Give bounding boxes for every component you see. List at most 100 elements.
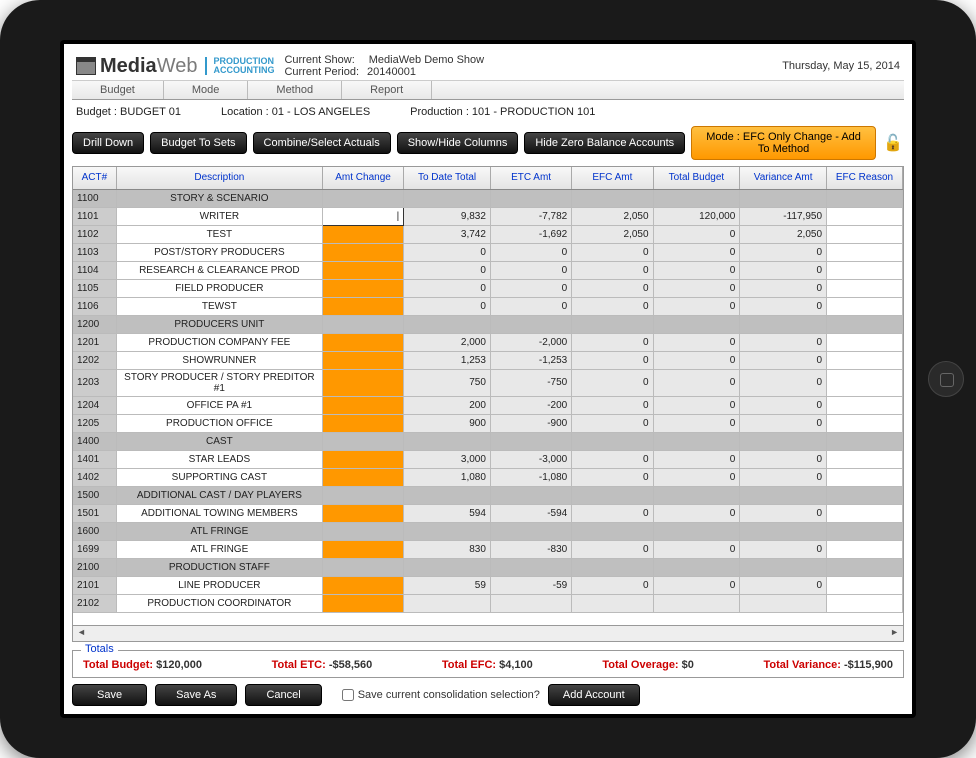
table-row[interactable]: 1699ATL FRINGE830-830000	[73, 540, 903, 558]
cell-amtchg[interactable]	[322, 243, 403, 261]
save-as-button[interactable]: Save As	[155, 684, 237, 706]
col-amtchg[interactable]: Amt Change	[322, 167, 403, 189]
table-row[interactable]: 1100STORY & SCENARIO	[73, 189, 903, 207]
cell-efcreason[interactable]	[827, 522, 903, 540]
cell-amtchg[interactable]	[322, 558, 403, 576]
cell-amtchg[interactable]	[322, 504, 403, 522]
cell-efcreason[interactable]	[827, 333, 903, 351]
cell-amtchg[interactable]	[322, 450, 403, 468]
cell-efcreason[interactable]	[827, 468, 903, 486]
table-row[interactable]: 2102PRODUCTION COORDINATOR	[73, 594, 903, 612]
col-todate[interactable]: To Date Total	[404, 167, 491, 189]
col-act[interactable]: ACT#	[73, 167, 116, 189]
table-row[interactable]: 1200PRODUCERS UNIT	[73, 315, 903, 333]
cell-totbud	[653, 558, 740, 576]
cell-amtchg[interactable]	[322, 432, 403, 450]
col-etc[interactable]: ETC Amt	[490, 167, 571, 189]
show-hide-columns-button[interactable]: Show/Hide Columns	[397, 132, 519, 154]
cell-efcreason[interactable]	[827, 189, 903, 207]
cell-amtchg[interactable]	[322, 522, 403, 540]
cell-efcreason[interactable]	[827, 207, 903, 225]
col-desc[interactable]: Description	[116, 167, 322, 189]
cell-efcreason[interactable]	[827, 396, 903, 414]
menu-budget[interactable]: Budget	[72, 81, 164, 99]
cell-amtchg[interactable]	[322, 396, 403, 414]
cell-amtchg[interactable]	[322, 576, 403, 594]
save-button[interactable]: Save	[72, 684, 147, 706]
cell-amtchg[interactable]	[322, 297, 403, 315]
cancel-button[interactable]: Cancel	[245, 684, 321, 706]
cell-efcreason[interactable]	[827, 315, 903, 333]
table-row[interactable]: 1500ADDITIONAL CAST / DAY PLAYERS	[73, 486, 903, 504]
table-row[interactable]: 1203STORY PRODUCER / STORY PREDITOR #175…	[73, 369, 903, 396]
drill-down-button[interactable]: Drill Down	[72, 132, 144, 154]
table-row[interactable]: 1400CAST	[73, 432, 903, 450]
table-row[interactable]: 1201PRODUCTION COMPANY FEE2,000-2,000000	[73, 333, 903, 351]
table-row[interactable]: 1501ADDITIONAL TOWING MEMBERS594-594000	[73, 504, 903, 522]
menu-report[interactable]: Report	[342, 81, 432, 99]
col-efc[interactable]: EFC Amt	[572, 167, 653, 189]
cell-efcreason[interactable]	[827, 576, 903, 594]
unlock-icon[interactable]: 🔓	[882, 134, 904, 152]
cell-amtchg[interactable]	[322, 315, 403, 333]
cell-amtchg[interactable]	[322, 333, 403, 351]
cell-efcreason[interactable]	[827, 414, 903, 432]
table-row[interactable]: 1402SUPPORTING CAST1,080-1,080000	[73, 468, 903, 486]
cell-amtchg[interactable]	[322, 468, 403, 486]
cell-efcreason[interactable]	[827, 279, 903, 297]
table-row[interactable]: 1101WRITER|9,832-7,7822,050120,000-117,9…	[73, 207, 903, 225]
table-row[interactable]: 1205PRODUCTION OFFICE900-900000	[73, 414, 903, 432]
add-account-button[interactable]: Add Account	[548, 684, 640, 706]
cell-amtchg[interactable]	[322, 225, 403, 243]
table-row[interactable]: 2101LINE PRODUCER59-59000	[73, 576, 903, 594]
table-row[interactable]: 1104RESEARCH & CLEARANCE PROD00000	[73, 261, 903, 279]
cell-amtchg[interactable]	[322, 486, 403, 504]
cell-efcreason[interactable]	[827, 261, 903, 279]
cell-efcreason[interactable]	[827, 504, 903, 522]
menu-method[interactable]: Method	[248, 81, 342, 99]
col-efcreason[interactable]: EFC Reason	[827, 167, 903, 189]
cell-efcreason[interactable]	[827, 558, 903, 576]
table-row[interactable]: 1202SHOWRUNNER1,253-1,253000	[73, 351, 903, 369]
cell-efcreason[interactable]	[827, 594, 903, 612]
cell-amtchg[interactable]	[322, 279, 403, 297]
cell-amtchg[interactable]	[322, 351, 403, 369]
hide-zero-balance-button[interactable]: Hide Zero Balance Accounts	[524, 132, 685, 154]
table-row[interactable]: 1401STAR LEADS3,000-3,000000	[73, 450, 903, 468]
cell-amtchg[interactable]	[322, 261, 403, 279]
cell-amtchg[interactable]: |	[322, 207, 403, 225]
cell-amtchg[interactable]	[322, 594, 403, 612]
table-row[interactable]: 1103POST/STORY PRODUCERS00000	[73, 243, 903, 261]
home-button[interactable]	[928, 361, 964, 397]
cell-efcreason[interactable]	[827, 225, 903, 243]
cell-totbud: 0	[653, 351, 740, 369]
cell-efcreason[interactable]	[827, 369, 903, 396]
budget-to-sets-button[interactable]: Budget To Sets	[150, 132, 246, 154]
cell-efcreason[interactable]	[827, 297, 903, 315]
menu-mode[interactable]: Mode	[164, 81, 249, 99]
cell-amtchg[interactable]	[322, 369, 403, 396]
horizontal-scrollbar[interactable]	[73, 625, 903, 641]
col-var[interactable]: Variance Amt	[740, 167, 827, 189]
cell-efcreason[interactable]	[827, 351, 903, 369]
cell-amtchg[interactable]	[322, 414, 403, 432]
cell-efcreason[interactable]	[827, 243, 903, 261]
table-row[interactable]: 1105FIELD PRODUCER00000	[73, 279, 903, 297]
table-row[interactable]: 2100PRODUCTION STAFF	[73, 558, 903, 576]
cell-amtchg[interactable]	[322, 189, 403, 207]
cell-amtchg[interactable]	[322, 540, 403, 558]
save-consolidation-checkbox[interactable]: Save current consolidation selection?	[342, 689, 540, 701]
mode-indicator[interactable]: Mode : EFC Only Change - Add To Method	[691, 126, 876, 160]
table-row[interactable]: 1106TEWST00000	[73, 297, 903, 315]
table-row[interactable]: 1600ATL FRINGE	[73, 522, 903, 540]
grid-scroll[interactable]: ACT#DescriptionAmt ChangeTo Date TotalET…	[73, 167, 903, 625]
save-consolidation-input[interactable]	[342, 689, 354, 701]
cell-efcreason[interactable]	[827, 432, 903, 450]
cell-efcreason[interactable]	[827, 540, 903, 558]
combine-actuals-button[interactable]: Combine/Select Actuals	[253, 132, 391, 154]
cell-efcreason[interactable]	[827, 486, 903, 504]
col-totbud[interactable]: Total Budget	[653, 167, 740, 189]
cell-efcreason[interactable]	[827, 450, 903, 468]
table-row[interactable]: 1204OFFICE PA #1200-200000	[73, 396, 903, 414]
table-row[interactable]: 1102TEST3,742-1,6922,05002,050	[73, 225, 903, 243]
